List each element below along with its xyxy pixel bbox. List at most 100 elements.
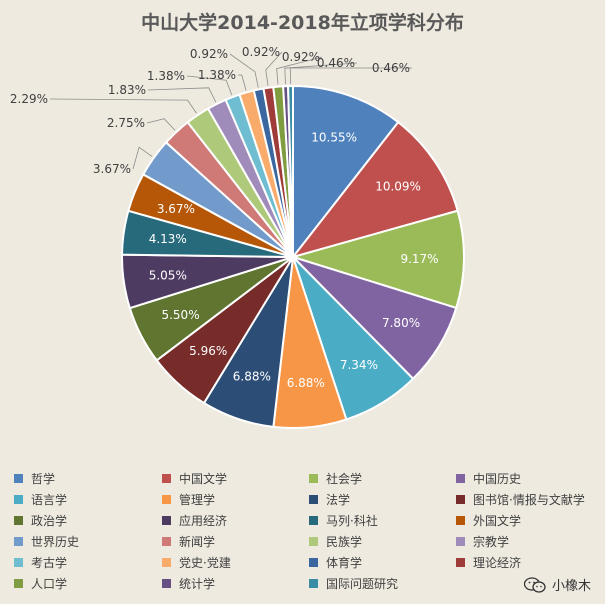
legend-swatch xyxy=(162,474,171,483)
legend-swatch xyxy=(456,516,465,525)
leader-line-13 xyxy=(132,146,153,170)
legend-item: 马列·科社 xyxy=(309,512,456,529)
legend-swatch xyxy=(309,537,318,546)
data-label-1: 10.55% xyxy=(311,130,357,144)
data-label-19: 0.92% xyxy=(190,47,228,61)
legend-swatch xyxy=(162,516,171,525)
pie-slice-3 xyxy=(289,209,465,310)
legend-swatch xyxy=(14,558,23,567)
legend-swatch xyxy=(14,474,23,483)
leader-line-21 xyxy=(276,56,323,85)
legend-item: 党史·党建 xyxy=(162,554,309,571)
legend-swatch xyxy=(309,579,318,588)
legend-item: 法学 xyxy=(309,491,456,508)
leader-line-18 xyxy=(237,74,247,91)
data-label-22: 0.46% xyxy=(317,56,355,70)
data-label-15: 2.29% xyxy=(10,92,48,106)
legend-label: 统计学 xyxy=(179,577,216,591)
legend-swatch xyxy=(309,474,318,483)
legend-item: 国际问题研究 xyxy=(309,575,456,592)
legend-item: 社会学 xyxy=(309,470,456,487)
legend-label: 国际问题研究 xyxy=(326,577,399,591)
data-label-18: 1.38% xyxy=(198,68,236,82)
watermark: 小橡木 xyxy=(523,575,591,594)
legend-swatch xyxy=(309,558,318,567)
legend-label: 中国历史 xyxy=(473,472,522,486)
data-label-5: 7.34% xyxy=(340,358,378,372)
legend-item: 中国文学 xyxy=(162,470,309,487)
legend-swatch xyxy=(162,537,171,546)
legend-item: 外国文学 xyxy=(456,512,604,529)
legend-swatch xyxy=(14,516,23,525)
data-label-10: 5.05% xyxy=(149,268,187,282)
watermark-text: 小橡木 xyxy=(551,579,591,594)
legend-item: 新闻学 xyxy=(162,533,309,550)
leader-line-14 xyxy=(146,118,176,131)
leader-line-23 xyxy=(289,67,413,85)
legend-swatch xyxy=(309,516,318,525)
legend-label: 体育学 xyxy=(326,556,363,570)
data-label-23: 0.46% xyxy=(372,61,410,75)
legend-item: 图书馆·情报与文献学 xyxy=(456,491,604,508)
data-label-12: 3.67% xyxy=(157,202,195,216)
data-label-11: 4.13% xyxy=(149,232,187,246)
legend-item: 世界历史 xyxy=(14,533,162,550)
legend-item: 中国历史 xyxy=(456,470,604,487)
data-label-20: 0.92% xyxy=(242,45,280,59)
data-label-9: 5.50% xyxy=(161,308,199,322)
legend-label: 中国文学 xyxy=(179,472,228,486)
legend-swatch xyxy=(14,537,23,546)
legend-swatch xyxy=(456,495,465,504)
legend-swatch xyxy=(456,537,465,546)
data-label-3: 9.17% xyxy=(400,252,438,266)
legend-label: 新闻学 xyxy=(179,535,216,549)
legend-label: 宗教学 xyxy=(473,535,510,549)
legend-label: 民族学 xyxy=(326,535,363,549)
legend-label: 党史·党建 xyxy=(179,556,231,570)
data-label-17: 1.38% xyxy=(147,69,185,83)
legend-swatch xyxy=(162,495,171,504)
pie-chart: 10.55% 10.09% 9.17% 7.80% 7.34% 6.88% 6.88% 5.9… xyxy=(10,45,465,429)
legend-item: 民族学 xyxy=(309,533,456,550)
legend-label: 世界历史 xyxy=(31,535,80,549)
legend-label: 语言学 xyxy=(31,493,68,507)
leader-line-22 xyxy=(284,62,358,85)
legend-swatch xyxy=(309,495,318,504)
data-label-4: 7.80% xyxy=(382,316,420,330)
data-label-13: 3.67% xyxy=(93,162,131,176)
legend-item: 统计学 xyxy=(162,575,309,592)
data-label-16: 1.83% xyxy=(108,83,146,97)
legend-label: 哲学 xyxy=(31,472,56,486)
legend-label: 应用经济 xyxy=(179,514,228,528)
legend-label: 图书馆·情报与文献学 xyxy=(473,493,585,507)
legend-label: 社会学 xyxy=(326,472,363,486)
legend-item: 体育学 xyxy=(309,554,456,571)
data-label-8: 5.96% xyxy=(189,344,227,358)
legend-label: 马列·科社 xyxy=(326,514,378,528)
pie-slice-1 xyxy=(292,84,400,260)
legend-label: 考古学 xyxy=(31,556,68,570)
leader-line-16 xyxy=(147,87,217,103)
chart-title: 中山大学2014-2018年立项学科分布 xyxy=(141,12,464,34)
legend-item: 语言学 xyxy=(14,491,162,508)
data-label-6: 6.88% xyxy=(287,376,325,390)
legend-label: 管理学 xyxy=(179,493,216,507)
data-label-14: 2.75% xyxy=(107,116,145,130)
data-label-21: 0.92% xyxy=(282,50,320,64)
data-label-7: 6.88% xyxy=(233,370,271,384)
legend: 哲学 中国文学 社会学 中国历史语言学 管理学 法学 图书馆·情报与文献学政治学 应用经济 马列… xyxy=(14,470,604,592)
legend-item: 宗教学 xyxy=(456,533,604,550)
legend-item: 理论经济 xyxy=(456,554,604,571)
legend-item: 哲学 xyxy=(14,470,162,487)
legend-swatch xyxy=(456,558,465,567)
legend-label: 外国文学 xyxy=(473,514,522,528)
legend-label: 理论经济 xyxy=(473,556,522,570)
legend-label: 政治学 xyxy=(31,514,68,528)
legend-item: 政治学 xyxy=(14,512,162,529)
legend-swatch xyxy=(162,579,171,588)
legend-item: 考古学 xyxy=(14,554,162,571)
pie-slice-2 xyxy=(290,120,459,259)
legend-label: 人口学 xyxy=(31,577,68,591)
legend-item: 人口学 xyxy=(14,575,162,592)
leader-line-20 xyxy=(265,51,283,86)
